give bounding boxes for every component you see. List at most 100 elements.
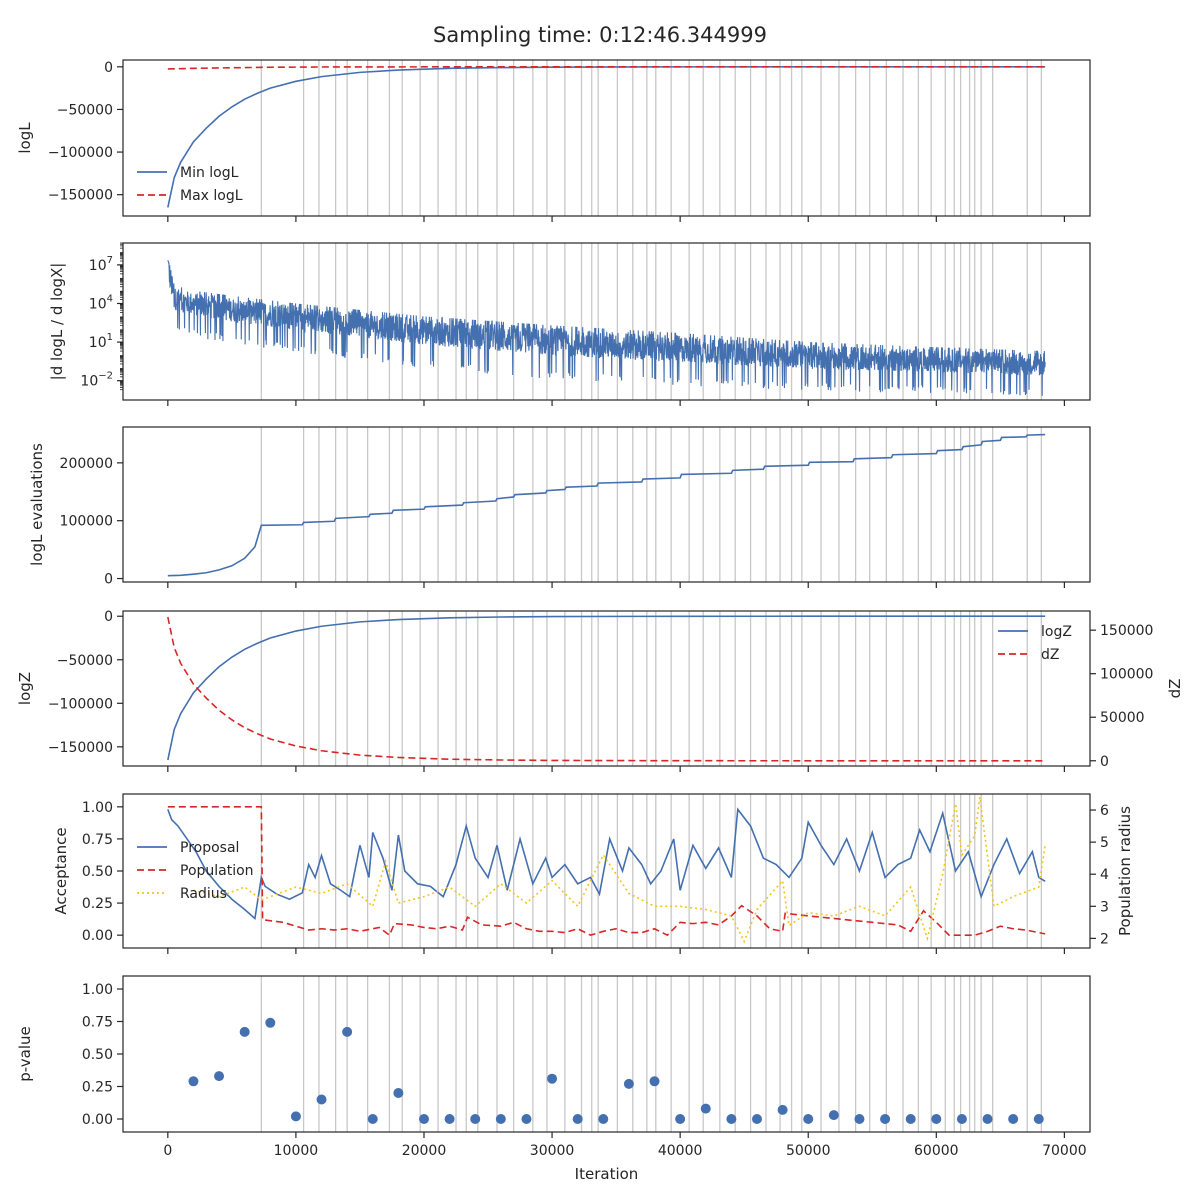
y-axis-label: |d logL / d logX|	[48, 263, 66, 381]
panel-logl: 0 −50000 −100000 −150000 logL Min logL Max log…	[16, 59, 1091, 222]
y2-tick-label: 50000	[1100, 710, 1145, 726]
legend-label: dZ	[1041, 647, 1059, 663]
y2-axis-label: dZ	[1166, 679, 1184, 699]
tick-base: 10	[89, 335, 107, 351]
data-point	[547, 1073, 558, 1084]
data-point	[956, 1114, 967, 1124]
series-group	[167, 66, 1046, 208]
tick-base: 10	[89, 258, 107, 274]
data-point	[675, 1114, 686, 1124]
y-tick-label: 0.25	[82, 1080, 113, 1096]
data-point	[444, 1114, 455, 1124]
series-group	[167, 797, 1046, 944]
data-point	[188, 1076, 199, 1087]
y-tick-label: 0.50	[82, 1047, 113, 1063]
y-tick-label: −150000	[48, 740, 113, 756]
tick-exponent: 1	[107, 332, 113, 343]
data-point	[931, 1114, 942, 1124]
figure-title: Sampling time: 0:12:46.344999	[433, 23, 767, 47]
data-point	[726, 1114, 737, 1124]
tick-exponent: 7	[107, 255, 113, 266]
vline-group	[260, 243, 1042, 400]
data-point	[1008, 1114, 1019, 1124]
y2-tick-label: 2	[1100, 931, 1109, 947]
tick-base: 10	[80, 374, 98, 390]
series-line-dlogl	[167, 260, 1046, 396]
axes-frame	[122, 610, 1091, 767]
data-point	[623, 1078, 634, 1089]
data-point	[470, 1114, 481, 1124]
y2-axis-label: Population radius	[1116, 806, 1134, 936]
data-point	[495, 1114, 506, 1124]
y2-tick-label: 150000	[1100, 623, 1153, 639]
legend-label: Max logL	[180, 188, 243, 204]
x-tick-label: 10000	[274, 1143, 319, 1159]
data-point	[828, 1110, 839, 1121]
y-tick-label: 1.00	[82, 800, 113, 816]
y-tick-label: −100000	[48, 696, 113, 712]
data-point	[521, 1114, 532, 1124]
legend: Min logL Max logL	[137, 165, 243, 204]
series-group	[188, 1017, 1044, 1124]
y2-tick-label: 6	[1100, 803, 1109, 819]
x-tick-label: 60000	[914, 1143, 959, 1159]
y2-tick-label: 5	[1100, 835, 1109, 851]
x-tick-label: 70000	[1042, 1143, 1087, 1159]
data-point	[880, 1114, 891, 1124]
y-tick-label: 200000	[60, 456, 113, 472]
series-line-logz	[167, 615, 1046, 761]
y2-tick-label: 4	[1100, 867, 1109, 883]
panel-evals: 0 100000 200000 logL evaluations	[28, 426, 1091, 588]
y-tick-label: −150000	[48, 188, 113, 204]
panels: 0 −50000 −100000 −150000 logL Min logL Max log…	[16, 59, 1184, 1183]
legend: Proposal Population Radius	[137, 840, 254, 902]
legend: logZ dZ	[998, 624, 1072, 663]
y-tick-label: 0.75	[82, 1015, 113, 1031]
data-point	[905, 1114, 916, 1124]
vline-group	[260, 611, 1042, 766]
y-tick-label: 0	[104, 572, 113, 588]
y-tick-label: −100000	[48, 145, 113, 161]
x-tick-label: 40000	[658, 1143, 703, 1159]
panel-pvalue: 0 10000 20000 30000 40000 50000 60000 70000 Iter…	[16, 975, 1091, 1183]
data-point	[777, 1104, 788, 1115]
y2-tick-label: 100000	[1100, 667, 1153, 683]
series-group	[167, 433, 1046, 577]
axes-frame	[122, 59, 1091, 217]
legend-label: Population	[180, 863, 254, 879]
y-tick-label: 100000	[60, 514, 113, 530]
vline-group	[260, 976, 1042, 1132]
tick-exponent: 4	[107, 293, 113, 304]
x-tick-label: 20000	[402, 1143, 447, 1159]
data-point	[418, 1114, 429, 1124]
data-point	[393, 1088, 404, 1098]
x-tick-label: 30000	[530, 1143, 575, 1159]
legend-label: logZ	[1041, 624, 1072, 640]
series-line-min-logl	[167, 66, 1046, 208]
data-point	[1033, 1114, 1044, 1124]
tick-base: 10	[89, 296, 107, 312]
y-tick-label: 0.50	[82, 864, 113, 880]
series-line-radius	[193, 797, 1046, 944]
y-axis-label: p-value	[16, 1026, 34, 1082]
series-line-population	[167, 806, 1046, 937]
series-group	[167, 615, 1046, 762]
vline-group	[260, 794, 1042, 948]
data-point	[598, 1114, 609, 1124]
data-point	[265, 1017, 276, 1028]
data-point	[700, 1103, 711, 1114]
y-axis-label: logL	[16, 122, 34, 154]
y-tick-label: 0.00	[82, 1112, 113, 1128]
y-tick-label: 0.75	[82, 832, 113, 848]
data-point	[803, 1114, 814, 1124]
y-axis-label: logL evaluations	[28, 443, 46, 566]
panel-logz: 0 −50000 −100000 −150000 logZ 0 50000 100000 150…	[16, 609, 1184, 772]
data-point	[290, 1111, 301, 1122]
y-tick-label: 1.00	[82, 982, 113, 998]
y2-tick-label: 3	[1100, 899, 1109, 915]
series-line-max-logl	[167, 66, 1046, 70]
y-axis-label: Acceptance	[52, 827, 70, 914]
data-point	[214, 1071, 225, 1082]
